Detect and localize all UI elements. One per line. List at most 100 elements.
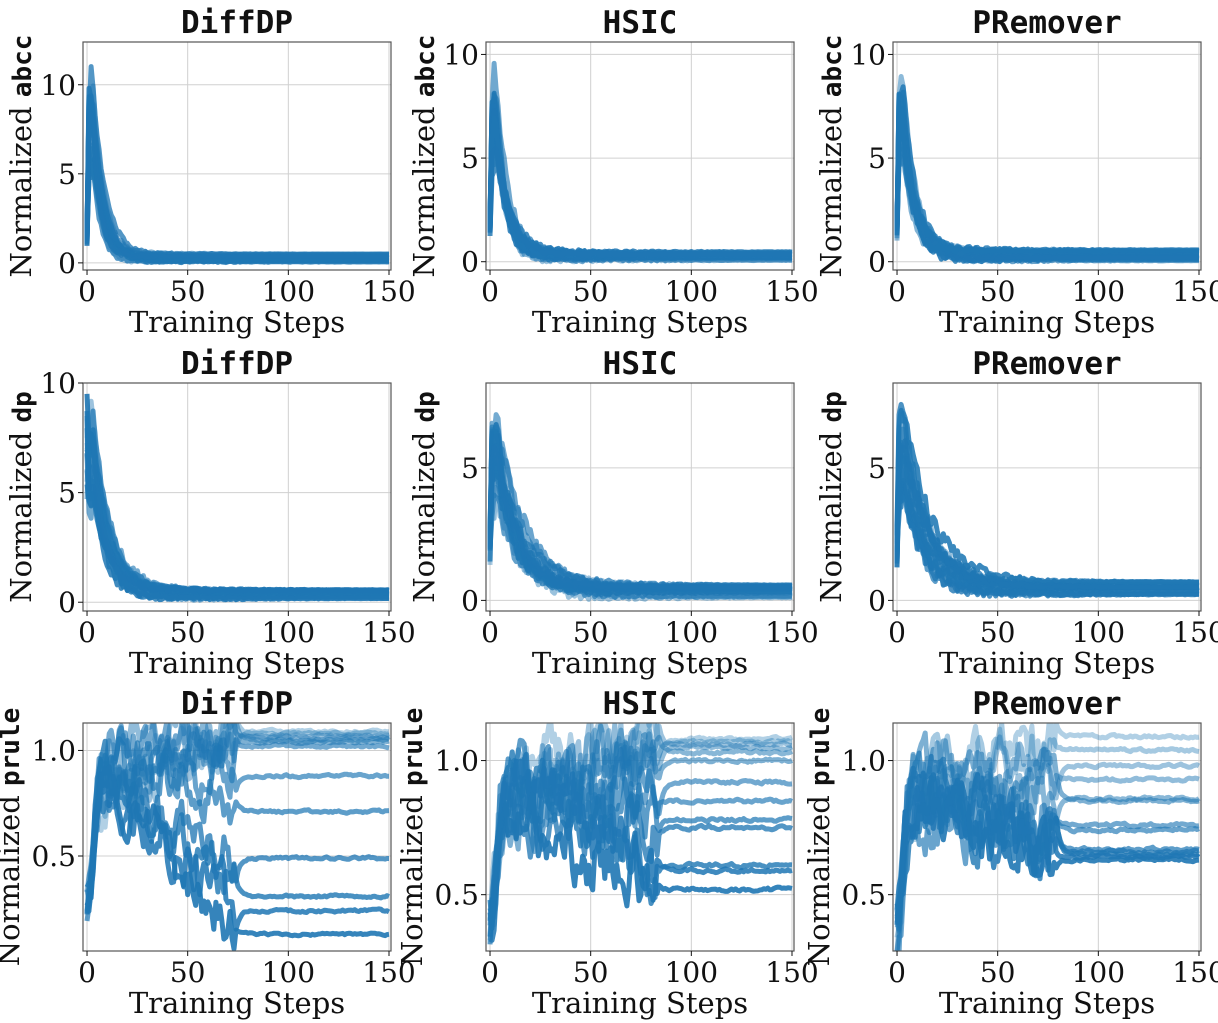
series-group	[487, 60, 793, 265]
x-tick-label: 100	[262, 275, 315, 308]
series-line-12	[487, 791, 793, 931]
x-tick-label: 50	[170, 616, 206, 649]
series-line-11	[84, 415, 390, 595]
series-line-15	[84, 111, 390, 264]
chart-title: DiffDP	[181, 5, 293, 41]
subplot-2-1: 0 50 100 150 0.5 1.0 HSIC Training Steps Normali…	[395, 686, 819, 1020]
x-tick-label: 0	[888, 616, 906, 649]
plot-frame	[485, 382, 795, 612]
y-tick-label: 0	[58, 586, 76, 619]
y-axis-label-prefix: Normalized	[814, 97, 848, 277]
series-line-12	[84, 64, 390, 259]
series-group	[487, 412, 793, 602]
series-line-5	[84, 93, 390, 262]
series-line-11	[894, 100, 1200, 262]
y-axis-label-prefix: Normalized	[0, 786, 26, 966]
chart-title: DiffDP	[181, 686, 293, 722]
x-tick-label: 100	[1072, 956, 1125, 989]
series-line-15	[894, 106, 1200, 255]
x-axis-label: Training Steps	[532, 646, 748, 680]
y-axis-label: Normalized abcc	[814, 35, 848, 278]
x-tick-label: 0	[888, 275, 906, 308]
series-group	[894, 723, 1201, 951]
x-tick-label: 50	[980, 616, 1016, 649]
y-tick-label: 10	[40, 367, 76, 400]
x-tick-label: 50	[980, 275, 1016, 308]
x-axis-label: Training Steps	[939, 646, 1155, 680]
plot-frame	[485, 722, 795, 952]
y-axis-label-metric: prule	[806, 708, 836, 786]
plot-frame	[82, 41, 392, 271]
series-line-6	[487, 124, 793, 263]
chart-title: HSIC	[603, 686, 678, 722]
series-line-2	[894, 74, 1200, 260]
y-axis-label: Normalized prule	[802, 708, 836, 967]
x-tick-label: 50	[573, 616, 609, 649]
chart-title: HSIC	[603, 346, 678, 382]
series-line-13	[894, 140, 1200, 258]
x-tick-label: 0	[888, 956, 906, 989]
x-tick-label: 150	[765, 616, 818, 649]
y-axis-label: Normalized abcc	[407, 35, 441, 278]
subplot-2-2: 0 50 100 150 0.5 1.0 PRemover Training Steps Nor…	[802, 686, 1218, 1020]
series-group	[894, 74, 1200, 265]
y-tick-label: 0	[461, 584, 479, 617]
x-axis-label: Training Steps	[129, 986, 345, 1020]
series-line-8	[84, 142, 390, 259]
series-line-8	[84, 736, 390, 922]
plot-frame	[485, 41, 795, 271]
series-line-16	[487, 115, 793, 260]
y-axis-label-prefix: Normalized	[407, 423, 441, 603]
series-line-10	[487, 129, 793, 260]
subplot-1-0: 0 50 100 150 0 5 10 DiffDP Training Steps Normali…	[4, 346, 416, 680]
y-tick-label: 1.0	[841, 745, 886, 778]
y-axis-label: Normalized prule	[0, 708, 26, 967]
y-tick-label: 0	[868, 246, 886, 279]
series-line-17	[84, 93, 390, 261]
series-line-0	[84, 83, 390, 261]
series-line-17	[894, 464, 1200, 591]
series-line-2	[487, 97, 793, 263]
series-line-12	[894, 775, 1200, 925]
series-line-16	[487, 468, 793, 602]
series-line-13	[487, 103, 793, 262]
plot-frame	[892, 722, 1202, 952]
plot-frame	[82, 722, 392, 952]
subplot-2-0: 0 50 100 150 0.5 1.0 DiffDP Training Steps Norma…	[0, 686, 416, 1020]
y-tick-label: 10	[443, 38, 479, 71]
x-tick-label: 100	[1072, 275, 1125, 308]
x-tick-label: 150	[1172, 956, 1218, 989]
subplot-1-1: 0 50 100 150 0 5 HSIC Training Steps Normalized …	[407, 346, 819, 680]
series-line-1	[894, 122, 1200, 258]
series-line-2	[894, 734, 1201, 951]
x-tick-label: 50	[573, 956, 609, 989]
y-axis-label-metric: dp	[818, 391, 848, 422]
y-tick-label: 0	[58, 247, 76, 280]
y-axis-label: Normalized dp	[4, 391, 38, 603]
y-axis-label-prefix: Normalized	[395, 786, 429, 966]
y-tick-label: 1.0	[434, 745, 479, 778]
x-tick-label: 0	[78, 956, 96, 989]
series-line-3	[487, 92, 793, 258]
series-line-16	[894, 454, 1200, 598]
series-line-10	[894, 117, 1200, 265]
y-tick-label: 0	[461, 246, 479, 279]
x-tick-label: 150	[362, 956, 415, 989]
series-line-7	[84, 725, 390, 915]
y-axis-label-metric: abcc	[411, 35, 441, 98]
series-line-8	[487, 97, 793, 257]
series-line-0	[894, 84, 1200, 258]
series-line-15	[487, 444, 793, 593]
y-tick-label: 5	[58, 158, 76, 191]
series-line-16	[84, 453, 390, 595]
series-line-12	[487, 90, 793, 261]
series-group	[894, 401, 1200, 599]
y-axis-label-prefix: Normalized	[802, 786, 836, 966]
y-axis-label-metric: prule	[399, 708, 429, 786]
y-axis-label-metric: abcc	[818, 35, 848, 98]
series-line-9	[84, 145, 390, 266]
series-line-8	[894, 89, 1200, 264]
chart-title: PRemover	[972, 346, 1121, 382]
x-tick-label: 100	[665, 956, 718, 989]
